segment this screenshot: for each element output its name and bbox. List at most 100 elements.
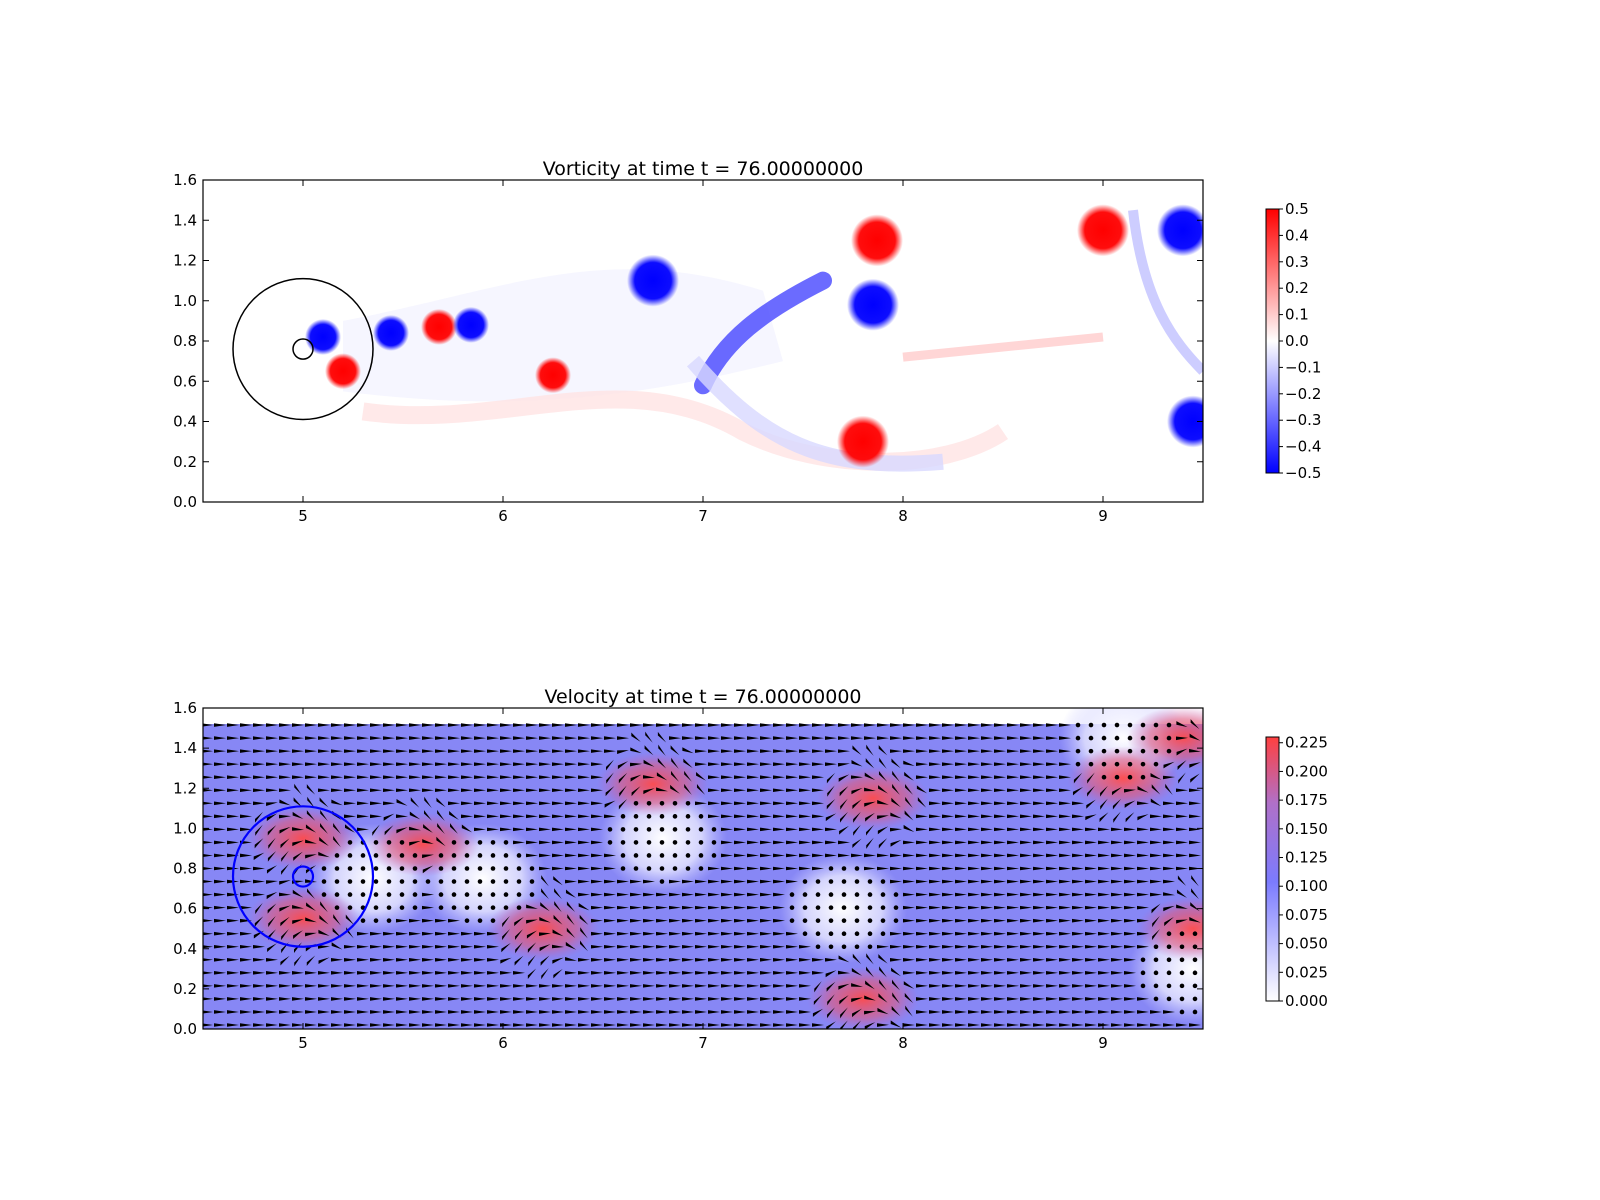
velocity-vector-arrow <box>487 814 499 819</box>
velocity-vector-arrow <box>396 984 408 988</box>
vorticity-colorbar-tick-label: −0.4 <box>1285 438 1321 456</box>
velocity-vector-arrow <box>929 853 941 858</box>
velocity-vector-arrow <box>955 749 967 753</box>
velocity-vector-arrow <box>878 993 888 1003</box>
velocity-vector-arrow <box>357 736 369 740</box>
velocity-vector-arrow <box>773 1010 785 1014</box>
velocity-vector-arrow <box>279 971 291 975</box>
velocity-vector-arrow <box>916 814 928 819</box>
velocity-vector-arrow <box>227 853 239 858</box>
velocity-vector-dot <box>607 827 613 832</box>
velocity-vector-arrow <box>1098 866 1110 871</box>
velocity-vector-arrow <box>1125 812 1135 823</box>
velocity-vector-dot <box>828 905 834 910</box>
velocity-vector-arrow <box>656 723 668 727</box>
velocity-vector-arrow <box>266 762 278 766</box>
velocity-vector-arrow <box>773 918 785 923</box>
velocity-vector-arrow <box>305 736 317 740</box>
velocity-vector-arrow <box>994 853 1006 858</box>
velocity-vector-arrow <box>916 749 928 753</box>
velocity-vector-arrow <box>1046 775 1058 780</box>
velocity-vector-arrow <box>617 971 629 975</box>
velocity-vector-arrow <box>734 814 746 819</box>
velocity-vector-arrow <box>630 997 642 1001</box>
velocity-vector-dot <box>620 853 626 858</box>
velocity-vector-arrow <box>331 971 343 975</box>
velocity-vector-arrow <box>916 905 928 910</box>
velocity-vector-dot <box>698 853 704 858</box>
velocity-vector-arrow <box>839 995 849 1005</box>
velocity-vector-arrow <box>643 905 655 910</box>
velocity-vector-arrow <box>799 762 811 766</box>
velocity-vector-dot <box>815 944 821 950</box>
velocity-vector-arrow <box>1099 812 1109 823</box>
velocity-vector-arrow <box>903 957 915 962</box>
velocity-vector-arrow <box>747 892 759 897</box>
velocity-vector-arrow <box>684 770 692 782</box>
velocity-vector-arrow <box>838 736 850 740</box>
velocity-vector-arrow <box>266 1023 278 1027</box>
velocity-vector-arrow <box>877 736 889 740</box>
velocity-vector-arrow <box>1007 827 1019 832</box>
velocity-vector-arrow <box>513 984 525 988</box>
velocity-vector-arrow <box>721 736 733 740</box>
velocity-vector-dot <box>1075 735 1081 741</box>
velocity-vector-arrow <box>981 801 993 806</box>
velocity-vector-dot <box>386 905 392 910</box>
velocity-vector-arrow <box>981 997 993 1001</box>
velocity-vector-arrow <box>214 957 226 962</box>
velocity-vector-arrow <box>799 866 811 871</box>
velocity-vector-arrow <box>396 775 408 780</box>
velocity-vector-dot <box>1101 748 1107 754</box>
velocity-vector-arrow <box>357 1010 369 1014</box>
velocity-vector-arrow <box>1007 736 1019 740</box>
velocity-vector-arrow <box>890 749 902 753</box>
velocity-vector-arrow <box>734 801 746 806</box>
velocity-vector-arrow <box>1085 1010 1097 1014</box>
velocity-vector-arrow <box>1085 879 1097 884</box>
velocity-vector-arrow <box>682 944 694 949</box>
velocity-vector-dot <box>1140 748 1146 754</box>
velocity-vector-arrow <box>1007 762 1019 766</box>
velocity-vector-arrow <box>786 931 798 936</box>
velocity-vector-arrow <box>461 997 473 1001</box>
velocity-vector-arrow <box>929 775 941 780</box>
velocity-vector-arrow <box>955 905 967 910</box>
velocity-vector-arrow <box>968 827 980 832</box>
velocity-vector-arrow <box>994 736 1006 740</box>
velocity-vector-arrow <box>669 918 681 923</box>
velocity-vector-arrow <box>203 984 213 988</box>
velocity-vector-arrow <box>760 984 772 988</box>
vorticity-y-tick-label: 0.2 <box>173 453 197 471</box>
velocity-vector-arrow <box>747 971 759 975</box>
velocity-vector-arrow <box>604 749 616 753</box>
velocity-vector-arrow <box>318 749 330 753</box>
velocity-vector-arrow <box>929 905 941 910</box>
velocity-vector-arrow <box>695 1023 707 1027</box>
velocity-vector-arrow <box>903 760 915 766</box>
velocity-vector-arrow <box>487 723 499 727</box>
velocity-vector-arrow <box>866 837 874 849</box>
velocity-vector-dot <box>1088 735 1094 741</box>
velocity-vector-arrow <box>214 814 226 819</box>
velocity-vector-arrow <box>1020 788 1032 793</box>
velocity-vector-arrow <box>1111 944 1123 949</box>
velocity-vector-arrow <box>318 762 330 766</box>
velocity-vector-arrow <box>643 1010 655 1014</box>
velocity-vector-arrow <box>513 788 525 793</box>
velocity-vector-arrow <box>773 879 785 884</box>
velocity-vector-arrow <box>734 971 746 975</box>
velocity-vector-arrow <box>851 788 863 795</box>
velocity-vector-arrow <box>203 880 213 884</box>
velocity-vector-arrow <box>929 879 941 884</box>
velocity-vector-arrow <box>423 810 433 821</box>
velocity-vector-arrow <box>370 762 382 766</box>
velocity-vector-arrow <box>332 927 342 938</box>
velocity-vector-arrow <box>474 931 486 936</box>
velocity-vector-arrow <box>1137 905 1149 910</box>
velocity-vector-arrow <box>1178 772 1186 784</box>
velocity-vector-arrow <box>370 931 382 936</box>
velocity-vector-arrow <box>786 840 798 845</box>
velocity-vector-arrow <box>851 983 863 987</box>
velocity-vector-arrow <box>396 736 408 740</box>
